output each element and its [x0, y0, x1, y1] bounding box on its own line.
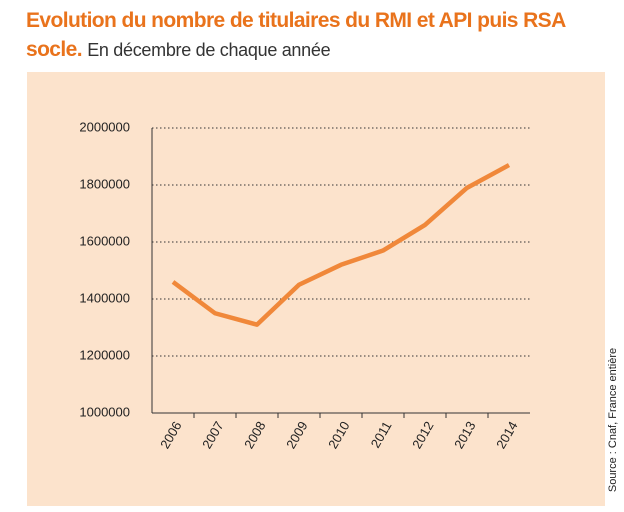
title-block: Evolution du nombre de titulaires du RMI… [26, 6, 566, 65]
y-tick-label: 1800000 [79, 176, 130, 191]
line [171, 163, 511, 327]
y-tick-label: 1200000 [79, 347, 130, 362]
panel [27, 72, 605, 506]
chart-subtitle: En décembre de chaque année [87, 40, 331, 60]
chart-title: Evolution du nombre de titulaires du RMI… [26, 9, 565, 61]
y-tick-label: 1400000 [79, 290, 130, 305]
y-tick-label: 2000000 [79, 119, 130, 134]
source: Source : Cnaf, France entière [607, 348, 619, 492]
y-tick-label: 1600000 [79, 233, 130, 248]
y-tick-label: 1000000 [79, 404, 130, 419]
